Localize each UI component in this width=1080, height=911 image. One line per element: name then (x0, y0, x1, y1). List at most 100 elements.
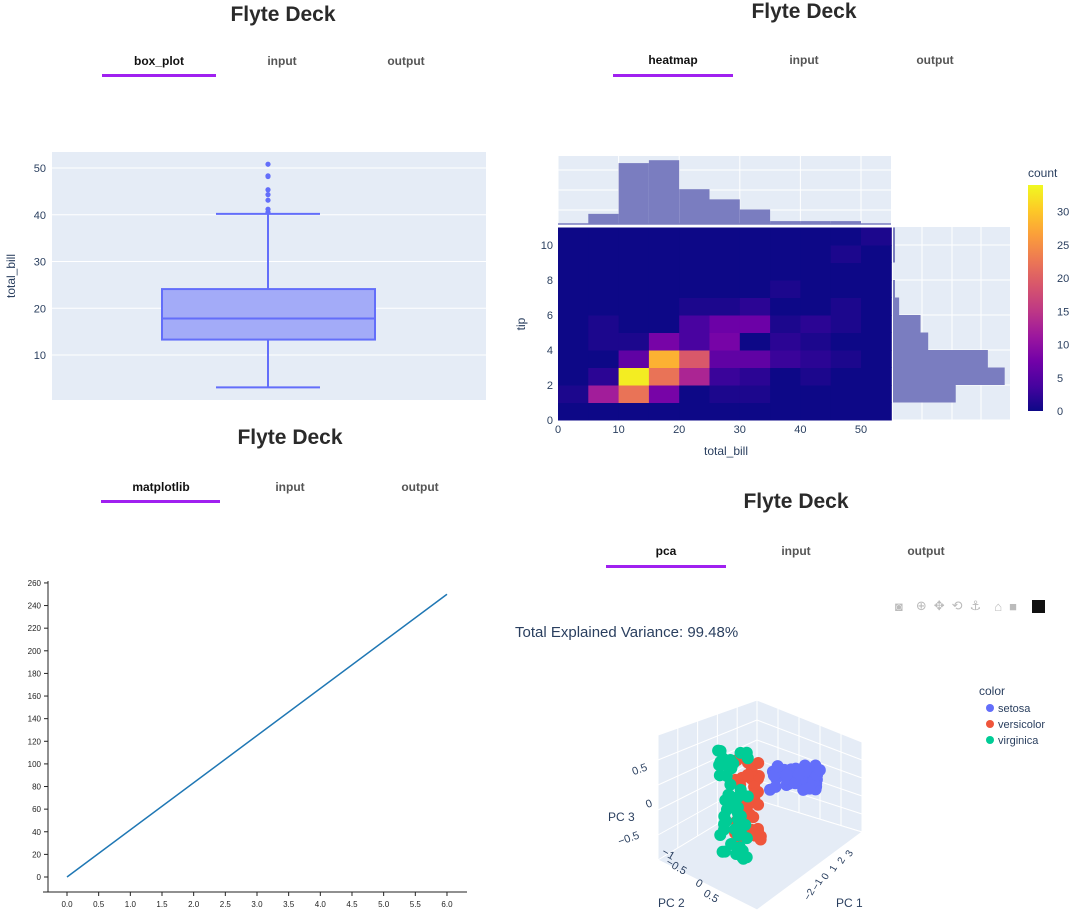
box-plot-chart[interactable]: 10 20 30 40 50 (34, 152, 486, 400)
tab-input[interactable]: input (781, 544, 811, 558)
heatmap-cell (800, 262, 832, 281)
x-tick-label: 0 (555, 424, 561, 436)
tab-pca[interactable]: pca (655, 544, 677, 558)
x-tick-label: 30 (734, 424, 746, 436)
heatmap-cell (861, 297, 892, 316)
plotly-logo-icon[interactable] (1031, 599, 1045, 613)
heatmap-cell (709, 315, 741, 333)
panel-title: Flyte Deck (751, 0, 857, 23)
right-histogram-bar (893, 315, 921, 333)
heatmap-cell (709, 367, 741, 386)
legend-marker-virginica (986, 736, 994, 744)
pc1-tick-label: 3 (844, 848, 857, 859)
scatter-point-setosa (789, 777, 802, 790)
scatter-point-virginica (713, 769, 726, 782)
heatmap-cell (770, 262, 801, 281)
heatmap-cell (558, 315, 589, 333)
y-tick-label: 0 (547, 415, 553, 427)
heatmap-cell (709, 350, 741, 368)
tab-input[interactable]: input (789, 53, 819, 67)
scatter-point-setosa (813, 764, 826, 777)
outlier-point (265, 197, 271, 203)
heatmap-cell (679, 332, 710, 351)
y-axis-label: tip (514, 317, 528, 330)
x-tick-label: 1.5 (156, 900, 168, 909)
heatmap-cell (830, 315, 862, 333)
legend-item-setosa[interactable]: setosa (998, 703, 1031, 715)
scatter-point-virginica (720, 815, 733, 828)
orbit-icon[interactable]: ⟲ (951, 598, 963, 613)
heatmap-cell (588, 350, 620, 368)
heatmap-cell (558, 297, 589, 316)
x-tick-label: 4.0 (315, 900, 327, 909)
scatter-point-virginica (724, 778, 737, 791)
right-histogram-bar (893, 297, 900, 315)
top-histogram-bar (770, 221, 801, 224)
x-tick-label: 5.5 (410, 900, 422, 909)
top-histogram-bar (800, 221, 831, 224)
explained-variance-text: Total Explained Variance: 99.48% (515, 624, 739, 641)
tab-output[interactable]: output (387, 54, 425, 68)
y-tick-label: 160 (28, 692, 42, 701)
tab-output[interactable]: output (916, 53, 954, 67)
heatmap-cell (739, 402, 771, 421)
tab-output[interactable]: output (907, 544, 945, 558)
heatmap-cell (618, 262, 650, 281)
tab-heatmap[interactable]: heatmap (648, 53, 698, 67)
right-histogram-bar (893, 227, 895, 245)
heatmap-cell (558, 332, 589, 351)
scatter-point-setosa (767, 769, 780, 782)
camera-icon[interactable]: ◙ (895, 598, 903, 614)
pan-icon[interactable]: ✥ (933, 598, 945, 613)
y-tick-label: 40 (34, 210, 46, 222)
heatmap-cell (648, 332, 680, 351)
y-tick-label: 10 (541, 240, 553, 252)
zoom-icon[interactable]: ⊕ (915, 598, 927, 613)
tab-box-plot[interactable]: box_plot (134, 54, 184, 68)
heatmap-chart[interactable]: 0 10 20 30 40 50 0 2 4 6 8 10 0 5 10 15 20 25 30 (541, 156, 1070, 436)
heatmap-cell (679, 245, 710, 263)
tab-output[interactable]: output (401, 480, 439, 494)
colorbar-tick-label: 15 (1057, 306, 1069, 318)
heatmap-cell (648, 385, 680, 403)
heatmap-cell (800, 350, 832, 368)
reset-camera-icon[interactable]: ■ (1009, 598, 1017, 614)
gridline (657, 719, 758, 761)
heatmap-cell (800, 245, 832, 263)
tab-input[interactable]: input (267, 54, 297, 68)
scatter-point-virginica (740, 851, 753, 864)
top-histogram-bar (739, 209, 771, 224)
heatmap-cell (739, 227, 771, 246)
colorbar (1028, 185, 1043, 411)
colorbar-tick-label: 20 (1057, 273, 1069, 285)
tab-matplotlib[interactable]: matplotlib (132, 480, 190, 494)
x-tick-label: 0.5 (93, 900, 105, 909)
scatter-point-setosa (771, 760, 784, 773)
turntable-icon[interactable]: ⚓ (969, 598, 982, 613)
top-histogram-bar (709, 199, 740, 224)
colorbar-tick-label: 5 (1057, 373, 1063, 385)
y-tick-label: 260 (28, 579, 42, 588)
pc3-axis-label: PC 3 (608, 810, 635, 824)
right-histogram-bar (893, 350, 988, 368)
heatmap-cell (588, 280, 620, 298)
heatmap-cell (679, 385, 710, 403)
tab-input[interactable]: input (275, 480, 305, 494)
scatter-point-virginica (741, 790, 754, 803)
colorbar-tick-label: 10 (1057, 340, 1069, 352)
home-icon[interactable]: ⌂ (994, 598, 1003, 614)
scatter-point-virginica (712, 744, 725, 757)
scatter-point-virginica (729, 823, 742, 836)
heatmap-cell (770, 367, 801, 386)
legend-item-versicolor[interactable]: versicolor (998, 719, 1045, 731)
heatmap-cell (679, 227, 710, 246)
gridline (756, 719, 863, 761)
y-tick-label: 180 (28, 669, 42, 678)
heatmap-cell (679, 350, 710, 368)
colorbar-tick-label: 30 (1057, 207, 1069, 219)
legend-item-virginica[interactable]: virginica (998, 735, 1039, 747)
y-tick-label: 4 (547, 345, 553, 357)
heatmap-cell (648, 262, 680, 281)
heatmap-cell (739, 262, 771, 281)
